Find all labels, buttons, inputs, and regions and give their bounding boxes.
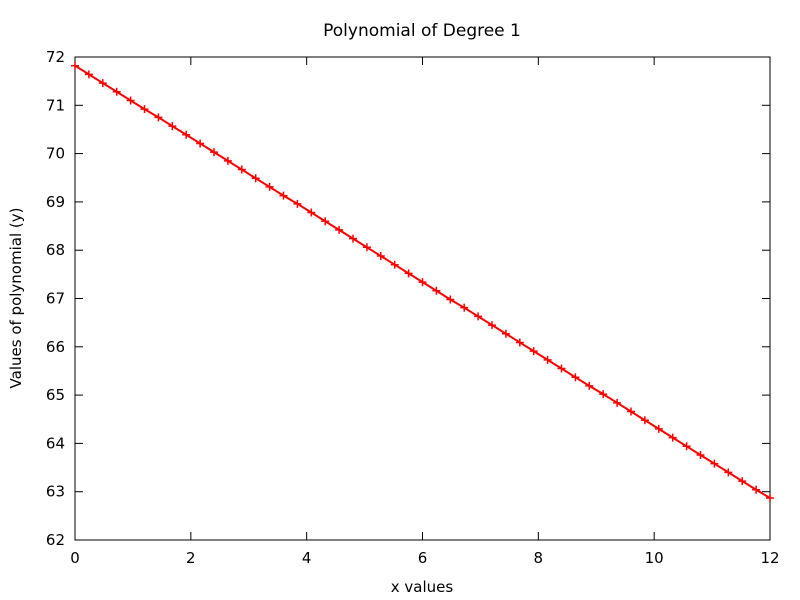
data-point: [112, 87, 121, 96]
data-point: [307, 208, 316, 217]
data-point: [98, 79, 107, 88]
data-point: [738, 477, 747, 486]
y-tick-label: 72: [46, 48, 65, 66]
data-point: [501, 329, 510, 338]
x-axis-label: x values: [391, 578, 454, 596]
data-point: [543, 355, 552, 364]
data-point: [640, 416, 649, 425]
data-point: [432, 286, 441, 295]
data-point: [696, 450, 705, 459]
x-tick-label: 0: [70, 549, 80, 567]
data-point: [682, 442, 691, 451]
data-point: [71, 61, 79, 70]
data-point: [668, 433, 677, 442]
data-point: [654, 424, 663, 433]
y-tick-label: 70: [46, 145, 65, 163]
x-axis: 0 2 4 6 8 10 12: [70, 57, 780, 567]
y-tick-label: 71: [46, 96, 65, 114]
data-point: [293, 199, 302, 208]
x-tick-label: 6: [418, 549, 428, 567]
data-point: [710, 459, 719, 468]
data-point: [251, 174, 260, 183]
data-point: [237, 165, 246, 174]
x-tick-label: 2: [186, 549, 196, 567]
data-point: [488, 321, 496, 330]
y-tick-label: 69: [46, 193, 65, 211]
y-tick-label: 67: [46, 290, 65, 308]
y-tick-label: 64: [46, 434, 65, 452]
data-point: [529, 347, 538, 356]
data-point: [766, 493, 774, 502]
y-tick-label: 63: [46, 483, 65, 501]
chart-title: Polynomial of Degree 1: [323, 21, 521, 41]
data-point: [279, 191, 288, 200]
data-point: [515, 338, 524, 347]
data-point: [585, 381, 594, 390]
series-group: [71, 61, 774, 502]
x-tick-label: 10: [645, 549, 664, 567]
data-point: [265, 182, 274, 191]
data-point: [196, 139, 205, 148]
data-point: [210, 148, 218, 157]
data-point: [627, 407, 635, 416]
data-point: [571, 373, 580, 382]
data-point: [335, 225, 344, 234]
data-point: [474, 312, 483, 321]
y-axis: 62 63 64 65 66 67 68 69 70 71 72: [46, 48, 770, 549]
data-point: [390, 260, 399, 269]
y-axis-label: Values of polynomial (y): [7, 208, 25, 389]
data-point: [126, 96, 135, 105]
data-point: [140, 105, 149, 114]
y-tick-label: 62: [46, 531, 65, 549]
data-point: [418, 278, 427, 287]
data-point: [613, 398, 622, 407]
data-point: [168, 122, 177, 131]
data-point: [376, 251, 385, 260]
data-point: [557, 364, 566, 373]
data-point: [349, 234, 357, 243]
data-point: [446, 295, 455, 304]
data-point: [599, 390, 608, 399]
data-point: [321, 217, 330, 226]
x-tick-label: 4: [302, 549, 312, 567]
x-tick-label: 8: [534, 549, 544, 567]
data-point: [182, 130, 191, 139]
x-tick-label: 12: [760, 549, 779, 567]
y-tick-label: 65: [46, 386, 65, 404]
data-point: [223, 156, 232, 165]
data-point: [362, 243, 371, 252]
data-point: [84, 70, 93, 79]
data-point: [404, 269, 413, 278]
data-point: [154, 113, 163, 122]
data-point: [460, 303, 469, 312]
y-tick-label: 68: [46, 241, 65, 259]
data-point: [752, 485, 761, 494]
y-tick-label: 66: [46, 338, 65, 356]
data-point: [724, 468, 733, 477]
